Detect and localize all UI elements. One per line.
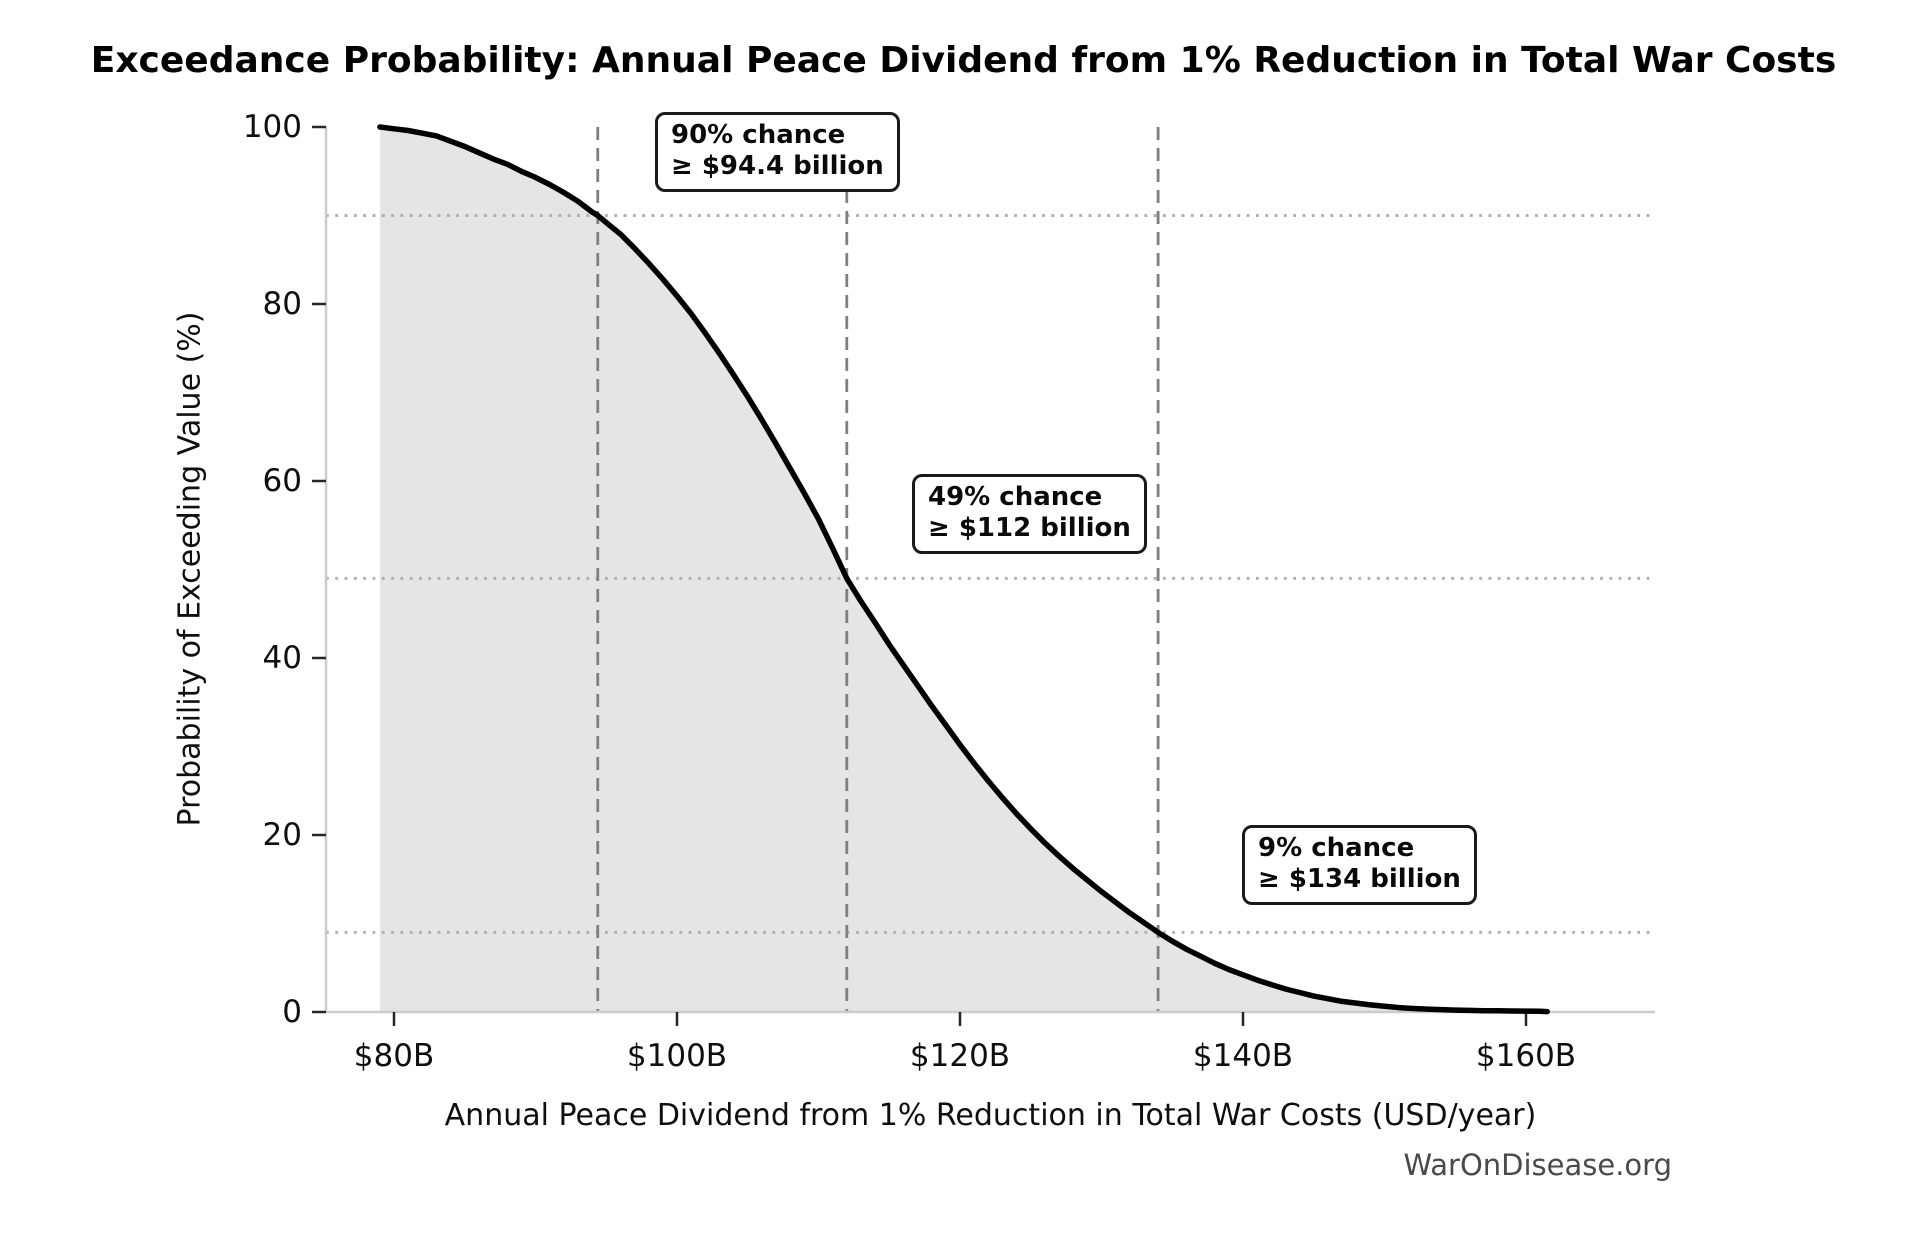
exceedance-curve — [377, 124, 1550, 1015]
chart-title: Exceedance Probability: Annual Peace Div… — [90, 40, 1837, 81]
exceedance-area-fill — [379, 127, 1548, 1012]
y-tick-label-100: 100 — [242, 109, 302, 145]
annotation-90-percent: 90% chance ≥ $94.4 billion — [655, 112, 900, 192]
dotted-probability-gridlines — [326, 214, 1655, 934]
y-tick-label-0: 0 — [282, 994, 302, 1030]
y-tick-label-80: 80 — [262, 286, 302, 322]
annotation-49-percent: 49% chance ≥ $112 billion — [912, 474, 1147, 554]
x-tick-label-140: $140B — [1192, 1038, 1294, 1074]
x-tick-label-80: $80B — [353, 1038, 435, 1074]
y-axis-label: Probability of Exceeding Value (%) — [172, 311, 208, 827]
x-tick-label-160: $160B — [1475, 1038, 1577, 1074]
dashed-value-gridlines — [596, 127, 1160, 1012]
x-tick-label-120: $120B — [909, 1038, 1011, 1074]
x-axis-label: Annual Peace Dividend from 1% Reduction … — [444, 1098, 1537, 1133]
watermark: WarOnDisease.org — [1403, 1148, 1672, 1182]
annotation-chance-text: 49% chance — [928, 482, 1103, 512]
y-tick-label-40: 40 — [262, 640, 302, 676]
annotation-9-percent: 9% chance ≥ $134 billion — [1242, 825, 1477, 905]
y-tick-label-20: 20 — [262, 817, 302, 853]
y-tick-label-60: 60 — [262, 463, 302, 499]
x-tick-label-100: $100B — [626, 1038, 728, 1074]
annotation-chance-text: 9% chance — [1258, 833, 1415, 863]
annotation-value-text: ≥ $94.4 billion — [671, 151, 884, 181]
annotation-value-text: ≥ $134 billion — [1258, 864, 1461, 894]
axis-tick-marks — [312, 125, 1528, 1026]
annotation-value-text: ≥ $112 billion — [928, 513, 1131, 543]
annotation-chance-text: 90% chance — [671, 120, 846, 150]
